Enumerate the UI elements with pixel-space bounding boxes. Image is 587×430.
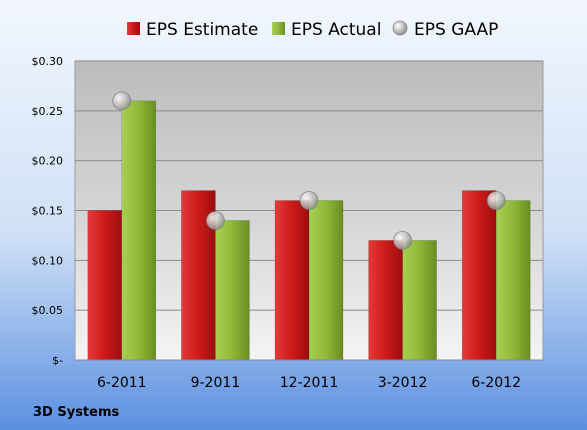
- y-tick-label: $0.20: [32, 155, 64, 168]
- marker-eps-gaap: [205, 211, 225, 230]
- bar-eps-actual: [308, 200, 344, 361]
- legend: EPS Estimate EPS Actual EPS GAAP: [127, 20, 498, 40]
- x-tick-label: 6-2012: [471, 375, 521, 391]
- x-axis-ticks: 6-2011 9-2011 12-2011 3-2012 6-2012: [97, 375, 521, 391]
- x-tick-label: 9-2011: [191, 375, 241, 391]
- y-tick-label: $0.25: [32, 105, 64, 118]
- bars: [87, 100, 531, 361]
- y-axis-ticks: $0.30 $0.25 $0.20 $0.15 $0.10 $0.05 $-: [32, 55, 64, 367]
- bar-eps-estimate: [368, 240, 403, 361]
- company-name: 3D Systems: [33, 405, 120, 420]
- legend-swatch-estimate: [127, 22, 140, 35]
- y-tick-label: $0.15: [32, 205, 64, 218]
- y-tick-label: $0.05: [32, 304, 64, 317]
- x-tick-label: 3-2012: [378, 375, 428, 391]
- legend-swatch-actual: [272, 22, 285, 35]
- y-tick-label: $-: [52, 354, 63, 367]
- marker-eps-gaap: [299, 191, 319, 210]
- legend-marker-gaap: [392, 20, 408, 36]
- marker-eps-gaap: [486, 191, 506, 210]
- marker-eps-gaap: [393, 230, 413, 250]
- bar-eps-actual: [495, 200, 531, 361]
- bar-eps-estimate: [87, 210, 123, 361]
- bar-eps-actual: [402, 240, 437, 361]
- marker-eps-gaap: [112, 91, 132, 111]
- bar-eps-estimate: [274, 200, 310, 361]
- legend-label-estimate: EPS Estimate: [146, 20, 258, 40]
- legend-label-actual: EPS Actual: [291, 20, 381, 40]
- bar-eps-actual: [121, 100, 157, 361]
- bar-eps-estimate: [461, 190, 497, 361]
- gaap-markers: [112, 91, 506, 250]
- x-tick-label: 6-2011: [97, 375, 147, 391]
- legend-label-gaap: EPS GAAP: [414, 20, 498, 40]
- y-tick-label: $0.30: [32, 55, 64, 68]
- bar-eps-actual: [215, 220, 250, 361]
- x-tick-label: 12-2011: [280, 375, 339, 391]
- y-tick-label: $0.10: [32, 254, 64, 267]
